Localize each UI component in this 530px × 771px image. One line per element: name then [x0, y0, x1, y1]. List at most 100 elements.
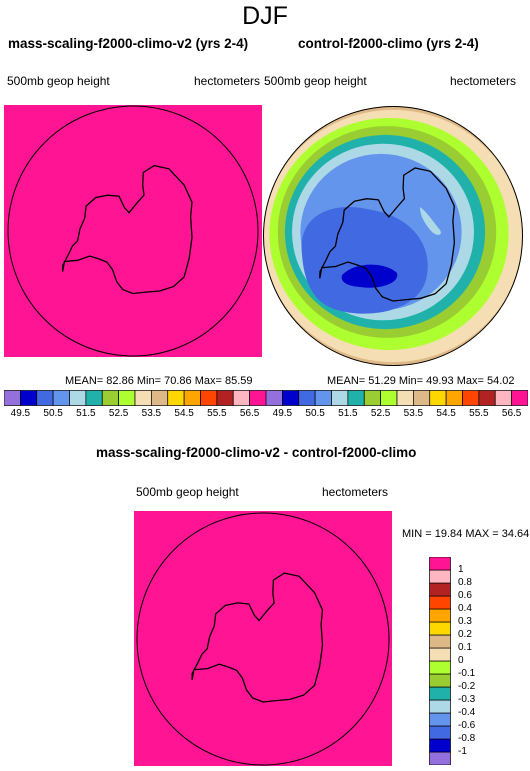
colorbar-swatch — [429, 738, 451, 753]
colorbar-swatch — [380, 390, 398, 406]
panel3-colorbar — [429, 557, 451, 765]
colorbar-swatch — [429, 712, 451, 727]
panel2-mean: 51.29 — [368, 375, 396, 387]
colorbar-tick-label: -0.6 — [458, 720, 476, 731]
colorbar-swatch — [134, 390, 152, 406]
colorbar-swatch — [429, 621, 451, 636]
colorbar-tick-label: 51.5 — [338, 408, 358, 419]
colorbar-swatch — [266, 390, 283, 406]
colorbar-swatch — [429, 725, 451, 740]
colorbar-tick-label: -0.1 — [458, 668, 476, 679]
colorbar-swatch — [85, 390, 103, 406]
colorbar-tick-label: 0.4 — [458, 603, 472, 614]
colorbar-tick-label: 0.3 — [458, 616, 472, 627]
panel3-title: mass-scaling-f2000-climo-v2 - control-f2… — [96, 445, 417, 460]
panel3-units: hectometers — [322, 485, 389, 499]
map2-contours — [263, 106, 523, 366]
colorbar-swatch — [118, 390, 136, 406]
map3-fill — [134, 511, 392, 766]
colorbar-tick-label: 0.1 — [458, 642, 472, 653]
colorbar-swatch — [151, 390, 169, 406]
colorbar-swatch — [101, 390, 119, 406]
colorbar-tick-label: -1 — [458, 746, 467, 757]
panel3-min: 19.84 — [434, 528, 463, 540]
colorbar-tick-label: 0 — [458, 655, 464, 666]
map2-low-region — [301, 207, 428, 314]
colorbar-swatch — [429, 660, 451, 675]
colorbar-swatch — [429, 557, 451, 571]
panel2-min-label: Min= — [398, 375, 424, 387]
map2-coastline — [319, 167, 456, 302]
colorbar-tick-label: 56.5 — [239, 408, 260, 419]
colorbar-swatch — [429, 582, 451, 597]
panel2-stats: MEAN= 51.29 Min= 49.93 Max= 54.02 — [327, 375, 515, 387]
colorbar-swatch — [69, 390, 87, 406]
colorbar-swatch — [429, 608, 451, 623]
colorbar-swatch — [462, 390, 480, 406]
panel1-min: 70.86 — [164, 375, 192, 387]
panel2-variable: 500mb geop height — [264, 74, 367, 88]
colorbar-swatch — [167, 390, 185, 406]
colorbar-swatch — [429, 686, 451, 701]
colorbar-swatch — [429, 569, 451, 584]
colorbar-tick-label: 49.5 — [10, 408, 31, 419]
colorbar-tick-label: 55.5 — [469, 408, 489, 419]
colorbar-swatch — [429, 634, 451, 649]
colorbar-swatch — [445, 390, 463, 406]
colorbar-tick-label: 0.8 — [458, 577, 472, 588]
panel1-title: mass-scaling-f2000-climo-v2 (yrs 2-4) — [8, 36, 249, 51]
panel1-stats: MEAN= 82.86 Min= 70.86 Max= 85.59 — [65, 375, 253, 387]
colorbar-tick-label: -0.2 — [458, 681, 476, 692]
panel2-title: control-f2000-climo (yrs 2-4) — [298, 36, 479, 51]
colorbar-swatch — [429, 699, 451, 714]
main-title: DJF — [242, 2, 288, 30]
colorbar-swatch — [478, 390, 496, 406]
panel3-min-label: MIN = — [402, 528, 432, 540]
colorbar-swatch — [249, 390, 266, 406]
colorbar-tick-label: 1 — [458, 564, 464, 575]
colorbar-tick-label: -0.8 — [458, 733, 476, 744]
panel1-map — [4, 105, 262, 357]
colorbar-swatch — [363, 390, 381, 406]
panel3-max-label: MAX = — [465, 528, 499, 540]
panel1-min-label: Min= — [136, 375, 162, 387]
panel2-units: hectometers — [450, 74, 517, 88]
colorbar-tick-label: 49.5 — [272, 408, 293, 419]
colorbar-swatch — [511, 390, 528, 406]
colorbar-swatch — [52, 390, 70, 406]
colorbar-swatch — [429, 390, 447, 406]
panel2-max: 54.02 — [486, 375, 515, 387]
colorbar-tick-label: 50.5 — [43, 408, 63, 419]
colorbar-tick-label: -0.3 — [458, 694, 476, 705]
panel1-units: hectometers — [194, 74, 261, 88]
colorbar-swatch — [429, 595, 451, 610]
panel1-max: 85.59 — [224, 375, 253, 387]
colorbar-tick-label: 56.5 — [501, 408, 522, 419]
colorbar-tick-label: 53.5 — [403, 408, 424, 419]
panel2-mean-label: MEAN= — [327, 375, 366, 387]
colorbar-tick-label: 53.5 — [141, 408, 162, 419]
map1-fill — [4, 105, 262, 357]
colorbar-swatch — [494, 390, 512, 406]
colorbar-swatch — [298, 390, 316, 406]
panel2-max-label: Max= — [456, 375, 484, 387]
colorbar-tick-label: 0.6 — [458, 590, 472, 601]
colorbar-swatch — [200, 390, 218, 406]
panel1-mean-label: MEAN= — [65, 375, 104, 387]
map2-boundary — [263, 106, 523, 366]
panel2-min: 49.93 — [426, 375, 454, 387]
panel1-max-label: Max= — [194, 375, 222, 387]
colorbar-tick-label: 0.2 — [458, 629, 472, 640]
map2-min-region — [341, 264, 398, 288]
map1-boundary — [7, 105, 259, 357]
panel3-map — [134, 511, 392, 766]
colorbar-swatch — [314, 390, 332, 406]
panel2-map — [263, 106, 523, 366]
colorbar-swatch — [232, 390, 250, 406]
colorbar-tick-label: 52.5 — [370, 408, 391, 419]
map3-coastline — [191, 572, 324, 703]
colorbar-tick-label: 54.5 — [436, 408, 456, 419]
panel2-colorbar — [266, 390, 528, 406]
colorbar-tick-label: 50.5 — [305, 408, 325, 419]
colorbar-swatch — [331, 390, 349, 406]
